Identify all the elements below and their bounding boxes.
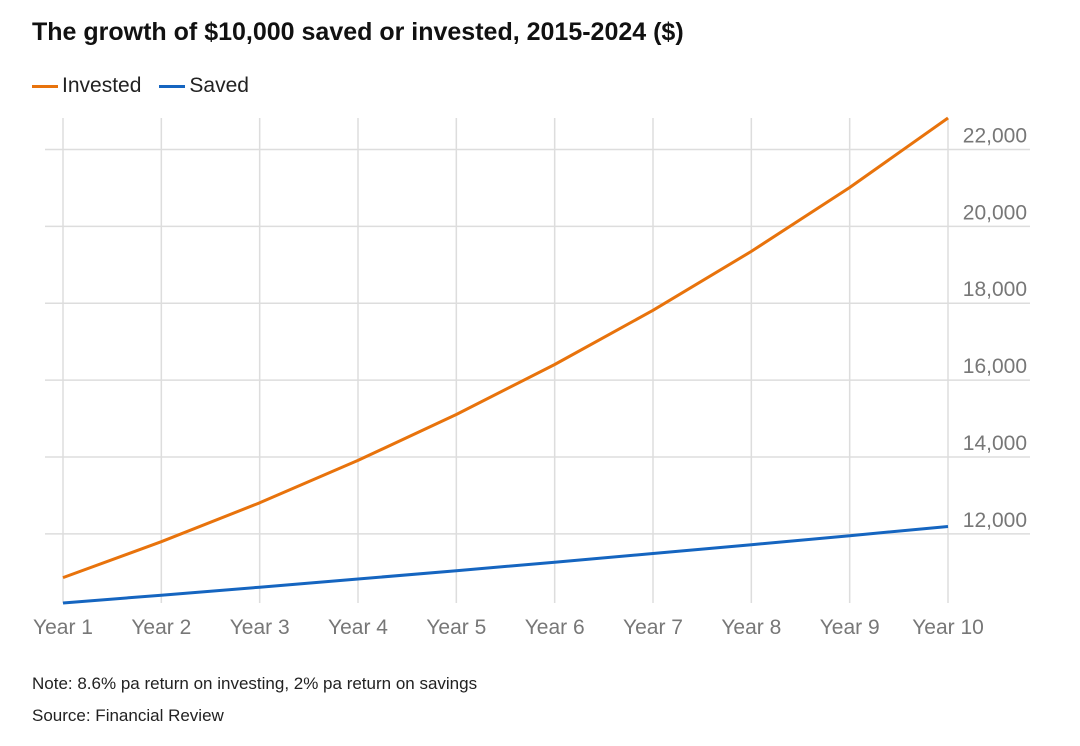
x-tick-label: Year 3 [230,616,290,639]
horizontal-gridlines [45,148,1030,535]
legend-label-invested: Invested [62,74,142,97]
x-tick-label: Year 8 [721,616,781,639]
vertical-gridlines [62,118,949,603]
chart-source: Source: Financial Review [32,706,224,725]
series-line-invested [62,116,949,580]
series-line-saved [62,525,949,605]
chart-title: The growth of $10,000 saved or invested,… [32,18,684,46]
y-axis-tick-labels: 12,000 14,000 16,000 18,000 20,000 22,000 [963,124,1027,531]
y-tick-label: 16,000 [963,355,1027,378]
x-tick-label: Year 9 [820,616,880,639]
x-tick-label: Year 5 [426,616,486,639]
y-tick-label: 12,000 [963,509,1027,532]
legend-swatch-invested [32,84,58,88]
x-tick-label: Year 4 [328,616,388,639]
legend-item-invested: Invested [32,74,141,98]
y-tick-label: 18,000 [963,278,1027,301]
legend-label-saved: Saved [189,74,249,97]
series-lines [62,116,949,605]
line-chart: 12,000 14,000 16,000 18,000 20,000 22,000 Yea… [33,116,1030,639]
legend: Invested Saved [32,74,267,98]
legend-item-saved: Saved [159,74,249,98]
x-tick-label: Year 6 [525,616,585,639]
legend-swatch-saved [159,84,186,88]
y-tick-label: 20,000 [963,201,1027,224]
x-tick-label: Year 7 [623,616,683,639]
x-tick-label: Year 1 [33,616,93,639]
x-tick-label: Year 10 [912,616,984,639]
y-tick-label: 14,000 [963,432,1027,455]
x-axis-tick-labels: Year 1 Year 2 Year 3 Year 4 Year 5 Year 6 Year… [33,616,984,639]
x-tick-label: Year 2 [131,616,191,639]
y-tick-label: 22,000 [963,124,1027,147]
chart-note: Note: 8.6% pa return on investing, 2% pa… [32,674,478,693]
